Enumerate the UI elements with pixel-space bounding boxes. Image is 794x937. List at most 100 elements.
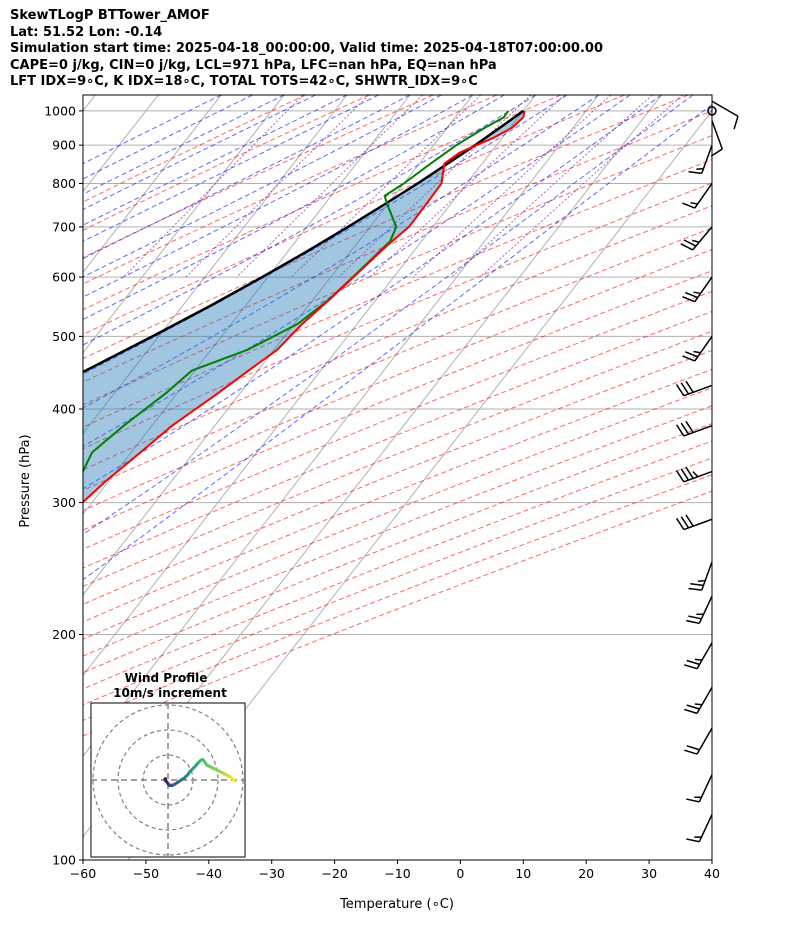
wind-barb xyxy=(684,727,713,755)
isotherm-line xyxy=(83,95,474,596)
moist-adiabat-line xyxy=(83,95,348,226)
y-tick-label: 100 xyxy=(52,853,76,868)
wind-barb xyxy=(707,106,717,116)
moist-adiabat-line xyxy=(83,95,316,211)
mixing-ratio-line xyxy=(236,95,424,278)
barb-feather xyxy=(688,615,702,620)
barb-feather xyxy=(680,468,690,481)
chart-title: SkewTLogP BTTower_AMOF xyxy=(10,8,210,23)
mixing-ratio-line xyxy=(412,95,612,278)
moist-adiabat-line xyxy=(83,95,379,243)
barb-feather xyxy=(685,420,694,433)
isotherm-line xyxy=(83,95,348,435)
moist-adiabat-line xyxy=(83,95,285,195)
barb-feather xyxy=(693,350,701,354)
barb-staff xyxy=(711,120,723,150)
y-tick-label: 500 xyxy=(52,329,76,344)
barb-feather xyxy=(686,659,700,666)
dry-adiabat-line xyxy=(83,227,712,491)
dry-adiabat-line xyxy=(83,95,498,285)
barb-feather xyxy=(684,708,698,715)
x-tick-label: −30 xyxy=(259,866,285,881)
dry-adiabat-line xyxy=(83,95,625,336)
wind-barb xyxy=(680,226,713,251)
barb-feather xyxy=(684,664,698,670)
wind-barb xyxy=(688,144,713,175)
y-tick-label: 400 xyxy=(52,401,76,416)
moist-adiabat-line xyxy=(83,95,694,535)
wind-barbs xyxy=(675,100,739,843)
dry-adiabat-line xyxy=(83,95,561,311)
location-text: Lat: 51.52 Lon: -0.14 xyxy=(10,24,163,40)
y-tick-label: 1000 xyxy=(44,103,76,118)
x-tick-label: 10 xyxy=(515,866,531,881)
indices-text: LFT IDX=9∘C, K IDX=18∘C, TOTAL TOTS=42∘C… xyxy=(10,74,478,89)
barb-feather xyxy=(685,514,694,527)
barb-feather xyxy=(682,355,696,362)
dry-adiabat-line xyxy=(83,440,712,690)
dewpoint-line xyxy=(83,110,510,473)
barb-feather xyxy=(694,703,703,706)
dry-adiabat-line xyxy=(83,330,712,587)
barb-feather xyxy=(688,587,702,591)
wind-barb xyxy=(686,814,713,843)
wind-barb xyxy=(682,276,713,303)
hodograph-title: Wind Profile xyxy=(125,671,208,685)
wind-barb xyxy=(675,466,713,483)
barb-feather xyxy=(682,202,696,209)
calm-circle xyxy=(707,106,717,116)
wind-barb xyxy=(682,183,713,209)
barb-feather xyxy=(688,170,702,175)
hodograph-subtitle: 10m/s increment xyxy=(113,686,227,700)
moist-adiabat-line xyxy=(83,95,599,409)
y-tick-label: 800 xyxy=(52,176,76,191)
wind-barb xyxy=(686,774,713,803)
y-tick-label: 300 xyxy=(52,495,76,510)
barb-feather xyxy=(686,798,700,803)
isotherm-line xyxy=(83,95,537,677)
hodograph-ring xyxy=(117,729,219,831)
dry-adiabat-line xyxy=(83,95,689,360)
barb-feather xyxy=(710,148,723,157)
barb-feather xyxy=(692,471,699,478)
wind-barb xyxy=(686,595,713,625)
barb-feather xyxy=(685,351,698,358)
y-tick-label: 900 xyxy=(52,138,76,153)
y-tick-label: 600 xyxy=(52,270,76,285)
mixing-ratio-line xyxy=(338,95,532,278)
moist-adiabat-line xyxy=(83,95,631,447)
mixing-ratio-line xyxy=(479,95,683,278)
parcel-profile-line xyxy=(83,109,525,374)
barb-feather xyxy=(690,583,704,587)
x-tick-label: 0 xyxy=(456,866,464,881)
moist-adiabat-line xyxy=(83,95,505,321)
moist-adiabat-line xyxy=(83,95,222,165)
axes-layer: −60 −50 −40 −30 −20 −10 0 10 20 30 40 100 200 300 400 5… xyxy=(44,103,720,881)
x-tick-label: 40 xyxy=(704,866,720,881)
wind-barb xyxy=(711,100,739,130)
barb-feather xyxy=(680,422,690,435)
wind-barb xyxy=(675,380,713,397)
barb-feather xyxy=(675,424,685,437)
barb-feather xyxy=(675,384,685,397)
x-tick-label: −60 xyxy=(70,866,96,881)
barb-feather xyxy=(685,291,698,299)
dry-adiabat-line xyxy=(83,95,306,203)
moist-adiabat-line xyxy=(83,95,474,298)
moist-adiabat-line xyxy=(83,95,536,346)
wind-barb xyxy=(682,335,713,362)
wind-barb xyxy=(688,561,713,591)
isotherm-line xyxy=(83,95,285,354)
mixing-ratio-line xyxy=(451,95,653,278)
dry-adiabat-line xyxy=(83,349,712,605)
barb-feather xyxy=(697,579,706,583)
wind-barb xyxy=(684,686,713,715)
barb-feather xyxy=(675,470,685,483)
moist-adiabat-line xyxy=(83,95,253,180)
dry-adiabat-line xyxy=(83,474,712,722)
dry-adiabat-line xyxy=(83,110,712,383)
barb-feather xyxy=(690,201,698,205)
isotherm-line xyxy=(83,95,222,273)
moist-adiabat-line xyxy=(83,95,662,490)
